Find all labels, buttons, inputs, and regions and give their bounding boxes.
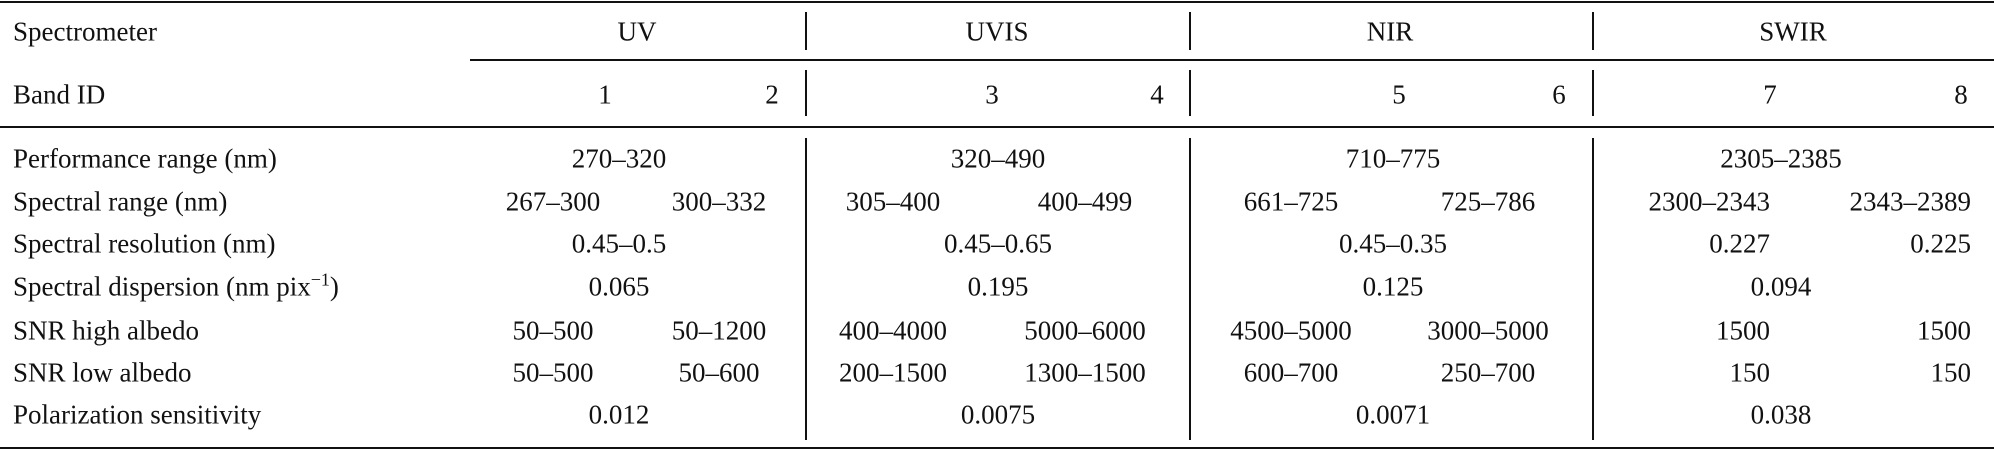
cell: 0.45–0.65 bbox=[944, 228, 1052, 259]
cell: 50–1200 bbox=[671, 315, 767, 346]
row-label: Polarization sensitivity bbox=[13, 399, 262, 430]
cell: 2300–2343 bbox=[1648, 186, 1771, 217]
cell: 5000–6000 bbox=[1024, 315, 1146, 346]
band-id: 2 bbox=[765, 79, 779, 110]
cell: 0.0075 bbox=[960, 399, 1036, 430]
cell: 305–400 bbox=[845, 186, 941, 217]
column-separator bbox=[805, 138, 807, 440]
cell: 320–490 bbox=[950, 143, 1046, 174]
cell: 661–725 bbox=[1243, 186, 1339, 217]
cell: 0.45–0.35 bbox=[1339, 228, 1447, 259]
cell: 0.227 bbox=[1709, 228, 1770, 259]
row-label: Spectral dispersion (nm pix−1) bbox=[13, 271, 339, 302]
band-id: 8 bbox=[1954, 79, 1968, 110]
row-label-part: Spectral dispersion (nm pix bbox=[13, 271, 311, 302]
cell: 267–300 bbox=[505, 186, 601, 217]
cell: 600–700 bbox=[1243, 357, 1339, 388]
band-id: 7 bbox=[1763, 79, 1777, 110]
cell: 50–500 bbox=[512, 315, 594, 346]
spectrometer-name: UV bbox=[617, 16, 657, 47]
cell: 0.012 bbox=[588, 399, 650, 430]
top-rule bbox=[0, 1, 1994, 3]
band-id: 6 bbox=[1552, 79, 1566, 110]
row-header: Spectrometer bbox=[13, 16, 157, 47]
column-separator bbox=[1592, 138, 1594, 440]
row-label: Spectral range (nm) bbox=[13, 186, 228, 217]
column-separator bbox=[1592, 12, 1594, 50]
column-separator bbox=[1189, 12, 1191, 50]
cell: 0.195 bbox=[967, 271, 1029, 302]
row-label: Spectral resolution (nm) bbox=[13, 228, 276, 259]
row-label: SNR low albedo bbox=[13, 357, 192, 388]
spectrometer-name: SWIR bbox=[1759, 16, 1827, 47]
cell: 250–700 bbox=[1440, 357, 1536, 388]
band-id: 4 bbox=[1150, 79, 1164, 110]
row-label: Performance range (nm) bbox=[13, 143, 277, 174]
cell: 725–786 bbox=[1440, 186, 1536, 217]
row-label: SNR high albedo bbox=[13, 315, 199, 346]
band-id: 3 bbox=[985, 79, 999, 110]
cell: 1500 bbox=[1716, 315, 1770, 346]
row-header: Band ID bbox=[13, 79, 106, 110]
cell: 270–320 bbox=[571, 143, 667, 174]
spectrometer-name: NIR bbox=[1366, 16, 1414, 47]
cell: 150 bbox=[1930, 357, 1972, 388]
cell: 150 bbox=[1729, 357, 1771, 388]
row-label-part: ) bbox=[329, 271, 339, 302]
cell: 3000–5000 bbox=[1427, 315, 1549, 346]
cell: 0.225 bbox=[1910, 228, 1971, 259]
band-id: 5 bbox=[1392, 79, 1406, 110]
column-separator bbox=[805, 70, 807, 116]
cell: 400–4000 bbox=[839, 315, 947, 346]
cell: 0.094 bbox=[1750, 271, 1812, 302]
cell: 2343–2389 bbox=[1849, 186, 1972, 217]
cell: 0.125 bbox=[1362, 271, 1424, 302]
cmid-rule bbox=[470, 59, 1994, 61]
band-id: 1 bbox=[598, 79, 612, 110]
cell: 0.038 bbox=[1750, 399, 1812, 430]
cell: 400–499 bbox=[1037, 186, 1133, 217]
cell: 1300–1500 bbox=[1024, 357, 1146, 388]
cell: 50–600 bbox=[678, 357, 760, 388]
cell: 4500–5000 bbox=[1230, 315, 1352, 346]
cell: 2305–2385 bbox=[1720, 143, 1842, 174]
bottom-rule bbox=[0, 447, 1994, 449]
cell: 0.0071 bbox=[1355, 399, 1431, 430]
column-separator bbox=[805, 12, 807, 50]
cell: 0.065 bbox=[588, 271, 650, 302]
cell: 1500 bbox=[1917, 315, 1971, 346]
mid-rule bbox=[0, 126, 1994, 128]
row-label-part: −1 bbox=[310, 269, 330, 290]
cell: 300–332 bbox=[671, 186, 767, 217]
column-separator bbox=[1189, 138, 1191, 440]
cell: 200–1500 bbox=[839, 357, 947, 388]
column-separator bbox=[1592, 70, 1594, 116]
cell: 50–500 bbox=[512, 357, 594, 388]
cell: 710–775 bbox=[1345, 143, 1441, 174]
column-separator bbox=[1189, 70, 1191, 116]
cell: 0.45–0.5 bbox=[571, 228, 667, 259]
spectrometer-name: UVIS bbox=[965, 16, 1029, 47]
